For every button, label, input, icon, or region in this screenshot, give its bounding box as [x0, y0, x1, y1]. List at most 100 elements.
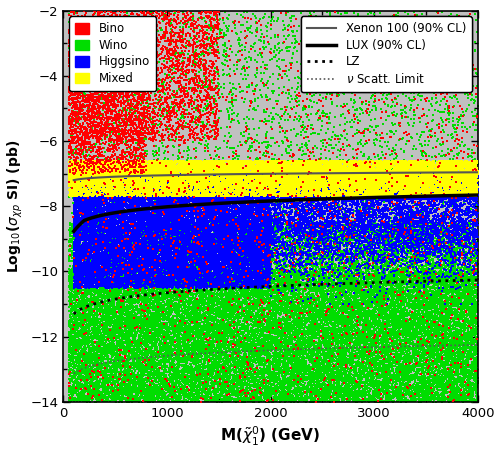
Point [286, 331, 294, 339]
Point [176, 203, 184, 210]
Point [375, 307, 383, 315]
Point [251, 211, 259, 218]
Point [214, 202, 222, 209]
Point [392, 291, 400, 298]
Point [274, 275, 282, 282]
Point [162, 383, 170, 390]
Point [104, 252, 112, 259]
Point [91, 324, 99, 331]
Point [468, 308, 476, 315]
Point [284, 160, 292, 168]
Point [127, 236, 135, 243]
Point [274, 316, 281, 324]
Point [131, 340, 139, 347]
Point [270, 171, 278, 178]
Point [368, 308, 376, 316]
Point [310, 219, 318, 226]
Point [83, 249, 91, 256]
Point [306, 331, 314, 338]
Point [109, 319, 117, 326]
Point [334, 294, 342, 301]
Point [68, 178, 76, 185]
Point [84, 182, 92, 189]
Point [262, 168, 270, 175]
Point [334, 365, 342, 372]
Point [68, 266, 76, 273]
Point [424, 181, 432, 188]
Point [150, 159, 158, 167]
Point [82, 17, 90, 25]
Point [440, 174, 448, 181]
Point [320, 174, 328, 181]
Point [77, 247, 85, 254]
Point [353, 179, 361, 187]
Point [260, 242, 268, 250]
Point [99, 17, 107, 24]
Point [162, 263, 170, 271]
Point [98, 235, 106, 242]
Point [473, 184, 481, 192]
Point [241, 370, 249, 377]
Point [381, 183, 389, 191]
Point [452, 223, 460, 231]
Point [94, 173, 102, 180]
Point [294, 169, 302, 177]
Point [127, 376, 135, 383]
Point [200, 194, 208, 202]
Point [406, 192, 414, 199]
Point [267, 182, 275, 189]
Point [346, 370, 354, 378]
Point [330, 232, 338, 239]
Point [204, 247, 212, 254]
Point [294, 207, 302, 214]
Point [333, 183, 341, 190]
Point [218, 287, 226, 295]
Point [190, 172, 198, 179]
Point [369, 159, 377, 166]
Point [237, 199, 245, 207]
Point [375, 185, 383, 192]
Point [276, 340, 283, 347]
Point [296, 186, 304, 193]
Point [335, 190, 343, 197]
Point [435, 285, 443, 292]
Point [242, 315, 250, 322]
Point [228, 204, 235, 211]
Point [444, 186, 452, 193]
Point [134, 226, 142, 233]
Point [112, 271, 120, 278]
Point [336, 145, 344, 153]
Point [236, 182, 244, 189]
Point [383, 295, 391, 302]
Point [176, 197, 184, 205]
Point [316, 396, 324, 404]
Point [386, 367, 394, 375]
Point [356, 306, 364, 313]
Point [388, 170, 396, 178]
Point [132, 157, 140, 164]
Point [326, 283, 334, 290]
Point [234, 280, 241, 287]
Point [254, 369, 262, 376]
Point [331, 300, 339, 307]
Point [381, 218, 389, 226]
Point [232, 228, 239, 235]
Point [410, 312, 418, 319]
Point [140, 179, 148, 187]
Point [129, 192, 137, 199]
Point [146, 370, 154, 377]
Point [79, 350, 87, 357]
Point [308, 175, 316, 182]
Point [264, 192, 272, 199]
Point [264, 388, 272, 395]
Point [306, 223, 314, 230]
Point [87, 274, 95, 281]
Point [318, 324, 326, 331]
Point [409, 344, 417, 351]
Point [216, 375, 224, 382]
Point [90, 237, 98, 244]
Point [258, 269, 266, 276]
Point [246, 185, 254, 192]
Point [117, 100, 125, 108]
Point [358, 193, 366, 201]
